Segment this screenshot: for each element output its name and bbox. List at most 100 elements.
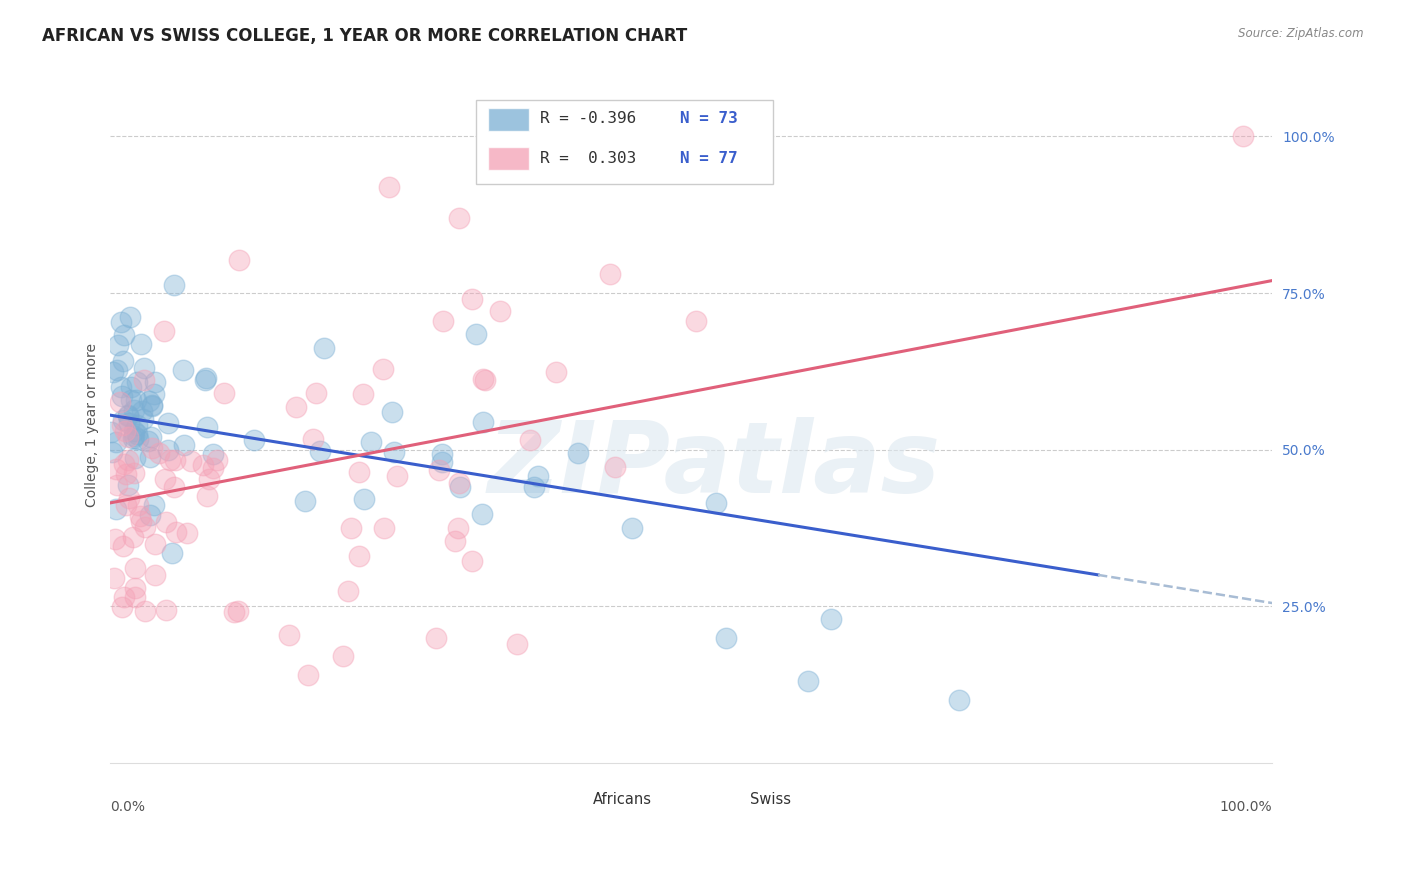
Point xyxy=(603,460,626,475)
Point xyxy=(118,491,141,505)
Point xyxy=(117,478,139,492)
Point xyxy=(444,533,467,548)
Point xyxy=(112,328,135,343)
Point xyxy=(948,693,970,707)
Point xyxy=(340,521,363,535)
Point xyxy=(111,600,134,615)
Point xyxy=(544,365,567,379)
Point xyxy=(129,508,152,523)
Point xyxy=(465,326,488,341)
Point xyxy=(302,432,325,446)
Point xyxy=(716,631,738,645)
Point xyxy=(124,450,146,465)
Point xyxy=(471,372,494,386)
Text: 100.0%: 100.0% xyxy=(1220,800,1272,814)
Point xyxy=(103,571,125,585)
Point xyxy=(796,674,818,689)
FancyBboxPatch shape xyxy=(709,791,744,814)
Point xyxy=(314,341,336,355)
Point xyxy=(430,447,453,461)
Point xyxy=(523,480,546,494)
Point xyxy=(163,278,186,293)
Point xyxy=(621,521,644,535)
Point xyxy=(156,416,179,430)
Text: AFRICAN VS SWISS COLLEGE, 1 YEAR OR MORE CORRELATION CHART: AFRICAN VS SWISS COLLEGE, 1 YEAR OR MORE… xyxy=(42,27,688,45)
Point xyxy=(121,380,143,394)
Point xyxy=(134,604,156,618)
Point xyxy=(118,416,141,430)
Point xyxy=(122,424,145,438)
Point xyxy=(155,472,177,486)
Point xyxy=(425,631,447,645)
Point xyxy=(104,462,127,476)
Point xyxy=(105,363,128,377)
Point xyxy=(117,430,139,444)
Point xyxy=(111,413,134,427)
Point xyxy=(471,416,494,430)
Point xyxy=(110,315,132,329)
Point xyxy=(112,539,135,553)
Point xyxy=(163,480,186,494)
Point xyxy=(176,526,198,541)
Text: 0.0%: 0.0% xyxy=(111,800,145,814)
FancyBboxPatch shape xyxy=(488,147,529,170)
Point xyxy=(122,431,145,445)
Point xyxy=(124,392,146,407)
Point xyxy=(100,425,122,440)
Point xyxy=(195,490,218,504)
Point xyxy=(173,438,195,452)
Point xyxy=(111,389,134,403)
Point xyxy=(125,375,148,389)
Text: N = 73: N = 73 xyxy=(679,112,738,127)
Point xyxy=(152,324,174,338)
Point xyxy=(519,434,541,448)
Point xyxy=(118,310,141,325)
Point xyxy=(704,496,727,510)
Point xyxy=(124,590,146,604)
Point xyxy=(165,452,187,467)
Point xyxy=(336,584,359,599)
Point xyxy=(427,463,450,477)
Point xyxy=(143,375,166,389)
Point xyxy=(124,561,146,575)
Point xyxy=(352,386,374,401)
Point xyxy=(461,292,484,306)
Point xyxy=(159,453,181,467)
Point xyxy=(332,649,354,664)
Point xyxy=(107,338,129,352)
Point xyxy=(134,373,156,387)
Point xyxy=(100,444,122,458)
Point xyxy=(155,515,177,529)
Point xyxy=(148,446,170,460)
Point xyxy=(309,444,332,458)
Point xyxy=(139,450,162,464)
Point xyxy=(114,467,136,481)
Point xyxy=(129,337,152,351)
Point xyxy=(242,433,264,447)
Point xyxy=(446,521,468,535)
Point xyxy=(201,447,224,461)
Point xyxy=(101,365,124,379)
Point xyxy=(212,385,235,400)
Point xyxy=(430,455,453,469)
Point xyxy=(461,554,484,568)
Point xyxy=(108,394,131,409)
Point xyxy=(124,581,146,595)
Point xyxy=(353,492,375,507)
Text: ZIPatlas: ZIPatlas xyxy=(488,417,941,514)
Point xyxy=(373,362,395,376)
FancyBboxPatch shape xyxy=(550,791,585,814)
Point xyxy=(155,603,177,617)
Point xyxy=(139,430,162,444)
Point xyxy=(305,385,328,400)
Point xyxy=(156,443,179,458)
Point xyxy=(105,501,128,516)
Point xyxy=(165,524,187,539)
Point xyxy=(131,404,153,418)
Point xyxy=(141,441,163,455)
Point xyxy=(373,521,395,535)
Point xyxy=(488,304,510,318)
Point xyxy=(194,371,217,385)
Point xyxy=(134,520,156,534)
Point xyxy=(132,361,155,376)
